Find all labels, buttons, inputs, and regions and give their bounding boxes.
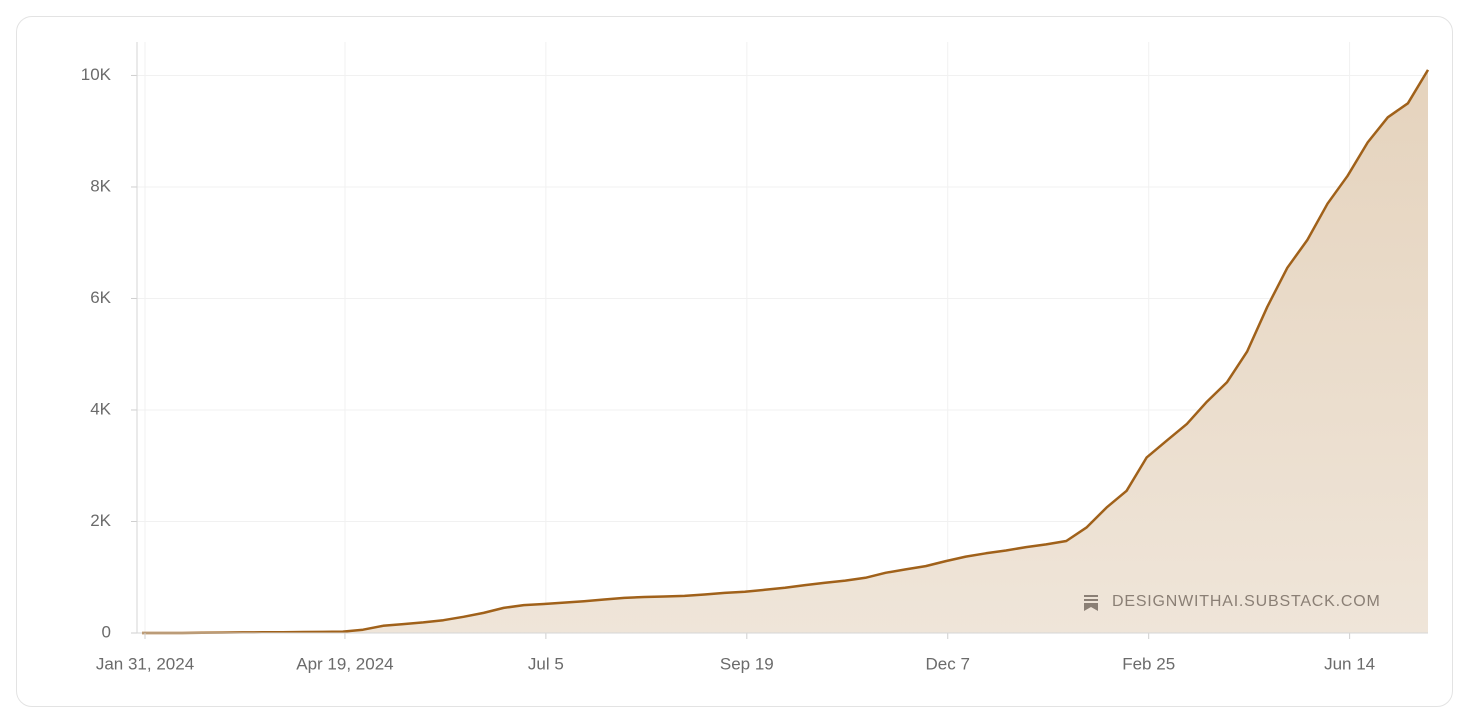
x-tick-label: Feb 25 (1122, 654, 1175, 673)
x-tick-label: Apr 19, 2024 (296, 654, 393, 673)
x-tick-label: Sep 19 (720, 654, 774, 673)
watermark-icon (1084, 595, 1098, 611)
area-fill (142, 69, 1428, 633)
marks (142, 69, 1430, 635)
y-tick-label: 6K (90, 288, 111, 307)
chart-card (16, 16, 1453, 707)
x-tick-label: Dec 7 (926, 654, 970, 673)
watermark-text: DESIGNWITHAI.SUBSTACK.COM (1112, 593, 1381, 610)
x-tick-label: Jan 31, 2024 (96, 654, 194, 673)
y-tick-label: 0 (102, 622, 111, 641)
y-tick-label: 4K (90, 399, 111, 418)
watermark: DESIGNWITHAI.SUBSTACK.COM (1084, 593, 1381, 611)
axes: 0 2K 4K 6K 8K 10K Jan 31, 2024 Apr 19, 2024 Jul … (81, 42, 1428, 673)
x-tick-label: Jul 5 (528, 654, 564, 673)
y-tick-label: 8K (90, 176, 111, 195)
x-tick-label: Jun 14 (1324, 654, 1375, 673)
line (142, 69, 1430, 635)
y-tick-label: 2K (90, 511, 111, 530)
y-tick-label: 10K (81, 65, 112, 84)
